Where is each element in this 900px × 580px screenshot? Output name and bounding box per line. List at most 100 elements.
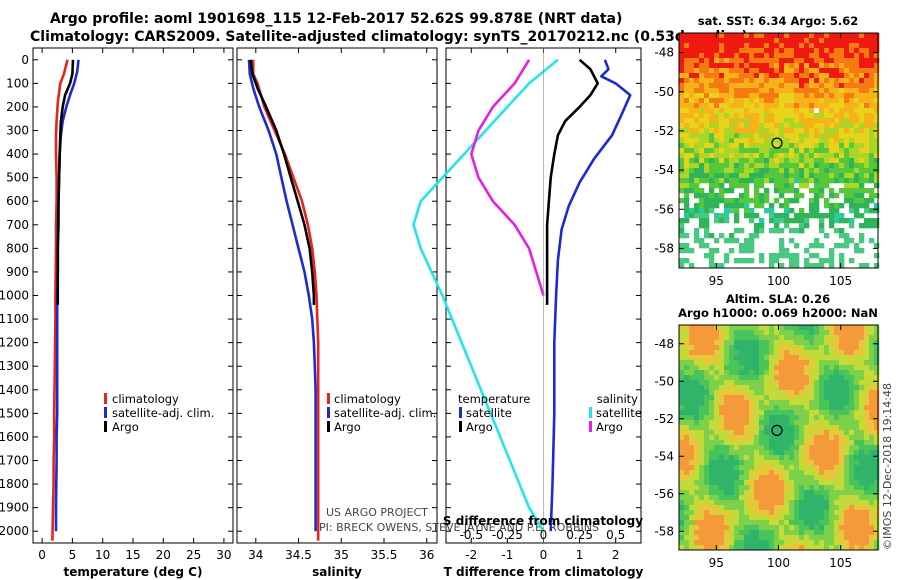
map-cell — [764, 48, 770, 54]
map-cell — [799, 108, 805, 114]
map-cell — [794, 480, 800, 486]
map-cell — [734, 465, 740, 471]
map-cell — [819, 93, 825, 99]
map-cell — [774, 415, 780, 421]
map-cell — [844, 198, 850, 204]
map-cell — [709, 123, 715, 129]
map-cell — [724, 485, 730, 491]
map-cell — [874, 218, 880, 224]
map-cell — [724, 73, 730, 79]
map-cell — [724, 470, 730, 476]
map-cell — [724, 385, 730, 391]
map-cell — [739, 133, 745, 139]
map-cell — [829, 405, 835, 411]
map-cell — [689, 415, 695, 421]
map-cell — [759, 138, 765, 144]
map-cell — [829, 495, 835, 501]
map-cell — [729, 58, 735, 64]
map-cell — [719, 198, 725, 204]
map-cell — [789, 88, 795, 94]
map-cell — [819, 355, 825, 361]
map-cell — [719, 103, 725, 109]
map-cell — [869, 238, 875, 244]
map-cell — [819, 430, 825, 436]
map-cell — [769, 123, 775, 129]
map-cell — [804, 68, 810, 74]
map-cell — [784, 218, 790, 224]
map-cell — [869, 93, 875, 99]
map-cell — [849, 83, 855, 89]
map-cell — [699, 83, 705, 89]
map-cell — [804, 420, 810, 426]
map-cell — [849, 450, 855, 456]
map-cell — [754, 63, 760, 69]
map-cell — [724, 330, 730, 336]
map-cell — [834, 98, 840, 104]
map-cell — [684, 198, 690, 204]
map-cell — [774, 475, 780, 481]
map-cell — [854, 158, 860, 164]
map-cell — [719, 63, 725, 69]
map-cell — [689, 143, 695, 149]
map-cell — [684, 435, 690, 441]
map-cell — [734, 330, 740, 336]
map-cell — [734, 88, 740, 94]
salinity-xtick-label: 36 — [419, 548, 434, 562]
map-cell — [729, 415, 735, 421]
map-cell — [689, 113, 695, 119]
map-cell — [819, 218, 825, 224]
map-cell — [734, 470, 740, 476]
map-cell — [684, 450, 690, 456]
map-cell — [749, 340, 755, 346]
map-cell — [819, 138, 825, 144]
map-cell — [749, 113, 755, 119]
map-cell — [689, 118, 695, 124]
map-cell — [844, 233, 850, 239]
map-cell — [754, 530, 760, 536]
map-cell — [799, 335, 805, 341]
map-cell — [734, 103, 740, 109]
map-cell — [789, 375, 795, 381]
map-cell — [844, 330, 850, 336]
map-cell — [819, 360, 825, 366]
map-cell — [789, 485, 795, 491]
map-cell — [739, 118, 745, 124]
map-cell — [829, 143, 835, 149]
map-cell — [824, 258, 830, 264]
map-cell — [764, 495, 770, 501]
map-cell — [709, 325, 715, 331]
map-cell — [824, 420, 830, 426]
map-cell — [854, 103, 860, 109]
map-cell — [689, 405, 695, 411]
map-cell — [789, 103, 795, 109]
map-cell — [734, 73, 740, 79]
map-cell — [704, 253, 710, 259]
map-cell — [839, 218, 845, 224]
map-cell — [709, 505, 715, 511]
map-cell — [774, 163, 780, 169]
map-cell — [809, 410, 815, 416]
map-cell — [714, 425, 720, 431]
map-cell — [684, 490, 690, 496]
map-cell — [819, 485, 825, 491]
map-cell — [764, 128, 770, 134]
map-cell — [754, 470, 760, 476]
map-cell — [809, 500, 815, 506]
map-cell — [874, 410, 880, 416]
map-cell — [844, 505, 850, 511]
map-cell — [834, 113, 840, 119]
map-cell — [759, 133, 765, 139]
map-cell — [874, 430, 880, 436]
map-cell — [819, 370, 825, 376]
map-cell — [739, 73, 745, 79]
map-cell — [749, 355, 755, 361]
map-cell — [739, 153, 745, 159]
map-cell — [724, 450, 730, 456]
map-cell — [839, 470, 845, 476]
map-cell — [754, 520, 760, 526]
map-cell — [854, 500, 860, 506]
map-cell — [734, 133, 740, 139]
map-cell — [679, 63, 685, 69]
map-cell — [759, 63, 765, 69]
map-cell — [699, 485, 705, 491]
